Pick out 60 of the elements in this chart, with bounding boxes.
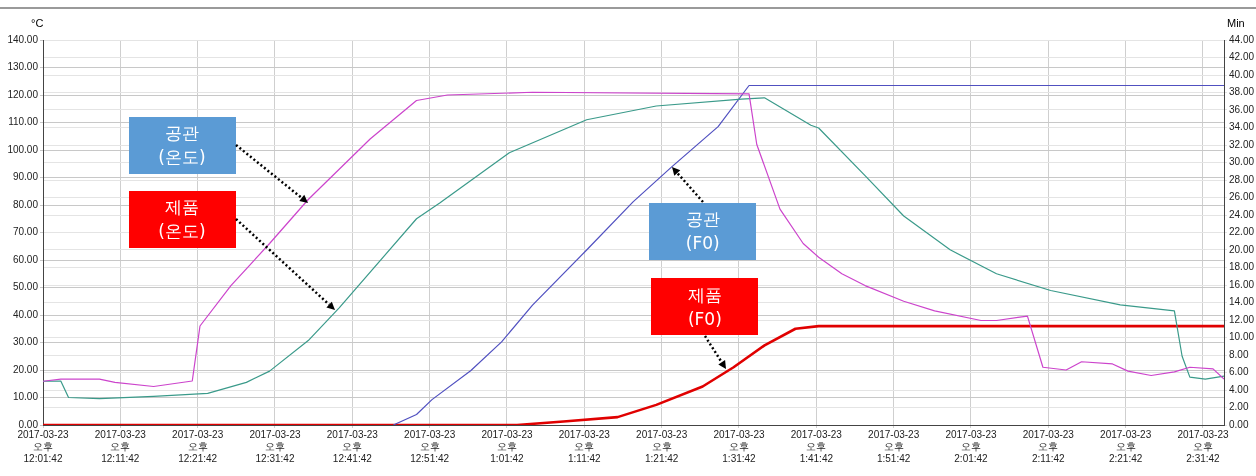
x-tick-label: 2017-03-23 오후 1:21:42: [636, 428, 688, 464]
x-tick-label: 2017-03-23 오후 12:41:42: [326, 428, 379, 464]
y-tick-label: 60.00: [12, 253, 39, 265]
x-tick-label: 2017-03-23 오후 12:51:42: [404, 428, 456, 464]
y-tick-label: 120.00: [7, 88, 39, 100]
x-tick-label: 2017-03-23 오후 1:11:42: [558, 428, 611, 464]
y2-tick-label: 8.00: [1229, 348, 1249, 360]
y-tick-label: 90.00: [12, 171, 39, 183]
y2-tick-label: 22.00: [1229, 226, 1255, 238]
y2-tick-label: 44.00: [1229, 33, 1255, 45]
y-tick-label: 80.00: [12, 198, 39, 210]
y2-tick-label: 34.00: [1229, 121, 1255, 133]
callout-box: 제품 (F0): [651, 278, 759, 336]
y-tick-label: 40.00: [12, 308, 39, 320]
y2-tick-label: 42.00: [1229, 51, 1255, 63]
x-tick-label: 2017-03-23 오후 1:41:42: [790, 428, 843, 464]
x-tick-label: 2017-03-23 오후 2:31:42: [1177, 428, 1229, 464]
x-tick-label: 2017-03-23 오후 2:21:42: [1100, 428, 1152, 464]
x-tick-label: 2017-03-23 오후 12:11:42: [94, 428, 147, 464]
y-tick-label: 100.00: [7, 143, 39, 155]
x-tick-label: 2017-03-23 오후 2:01:42: [945, 428, 998, 464]
y2-tick-label: 0.00: [1229, 418, 1249, 430]
y2-tick-label: 14.00: [1229, 296, 1255, 308]
x-tick-label: 2017-03-23 오후 12:21:42: [172, 428, 224, 464]
y2-tick-label: 36.00: [1229, 103, 1255, 115]
y-tick-label: 140.00: [7, 33, 39, 45]
y2-tick-label: 38.00: [1229, 86, 1255, 98]
y2-tick-label: 16.00: [1229, 278, 1255, 290]
y2-tick-label: 18.00: [1229, 261, 1255, 273]
y2-tick-label: 12.00: [1229, 313, 1255, 325]
x-tick-label: 2017-03-23 오후 1:31:42: [713, 428, 766, 464]
y-tick-label: 20.00: [12, 363, 39, 375]
y2-tick-label: 6.00: [1229, 366, 1249, 378]
y-axis-title: °C: [31, 17, 44, 29]
x-tick-label: 2017-03-23 오후 12:31:42: [249, 428, 302, 464]
y2-tick-label: 32.00: [1229, 138, 1255, 150]
y-tick-label: 0.00: [18, 418, 39, 430]
callout-box: 공관 (온도): [128, 116, 236, 174]
y2-tick-label: 20.00: [1229, 243, 1255, 255]
x-tick-label: 2017-03-23 오후 1:51:42: [868, 428, 920, 464]
y-tick-label: 130.00: [7, 61, 39, 73]
callout-box: 제품 (온도): [128, 190, 236, 248]
x-tick-label: 2017-03-23 오후 12:01:42: [17, 428, 70, 464]
y2-tick-label: 4.00: [1229, 383, 1249, 395]
x-tick-label: 2017-03-23 오후 2:11:42: [1022, 428, 1075, 464]
y2-tick-label: 26.00: [1229, 191, 1255, 203]
y2-tick-label: 40.00: [1229, 68, 1255, 80]
y2-tick-label: 28.00: [1229, 173, 1255, 185]
y-tick-label: 110.00: [8, 116, 39, 128]
y-tick-label: 70.00: [12, 226, 39, 238]
callout-box: 공관 (F0): [649, 202, 757, 260]
y2-tick-label: 30.00: [1229, 156, 1255, 168]
y2-tick-label: 10.00: [1229, 331, 1255, 343]
y-tick-label: 50.00: [12, 281, 39, 293]
y-tick-label: 30.00: [12, 336, 39, 348]
y2-axis-title: Min: [1227, 17, 1245, 29]
x-tick-label: 2017-03-23 오후 1:01:42: [481, 428, 534, 464]
y-tick-label: 10.00: [12, 391, 39, 403]
y2-tick-label: 24.00: [1229, 208, 1255, 220]
y2-tick-label: 2.00: [1229, 401, 1249, 413]
